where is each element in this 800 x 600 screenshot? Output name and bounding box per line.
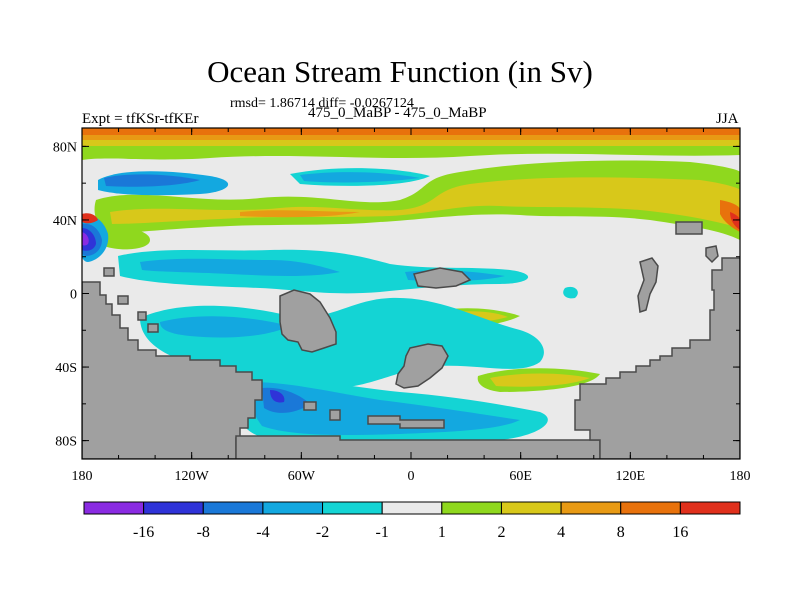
landmass — [117, 295, 129, 305]
landmass — [705, 245, 719, 264]
contour-fill — [104, 174, 200, 187]
contour-fill — [270, 390, 285, 403]
landmass — [637, 257, 659, 314]
map-area — [82, 128, 740, 459]
landmass — [574, 257, 740, 459]
y-tick-label: 80N — [53, 140, 77, 155]
colorbar-swatch — [262, 501, 324, 515]
experiment-label: Expt = tfKSr-tfKEr — [82, 111, 199, 127]
chart-subtitle: rmsd= 1.86714 diff= -0.0267124 — [230, 96, 414, 111]
colorbar-label: -4 — [256, 524, 269, 541]
x-tick-label: 180 — [72, 469, 93, 484]
landmass — [303, 401, 317, 411]
landmass — [395, 343, 449, 389]
landmass — [103, 267, 115, 277]
colorbar-label: 4 — [557, 524, 565, 541]
colorbar-label: 16 — [672, 524, 688, 541]
contour-fill — [82, 146, 740, 160]
contour-fill — [82, 140, 740, 147]
contour-fill — [563, 286, 578, 299]
landmass — [367, 415, 445, 429]
colorbar-label: -8 — [197, 524, 210, 541]
period-label: 475_0_MaBP - 475_0_MaBP — [308, 105, 487, 121]
season-label: JJA — [716, 111, 739, 127]
x-tick-label: 60E — [509, 469, 532, 484]
colorbar: -16 -8 -4 -2 -1 1 2 4 8 16 — [83, 501, 741, 541]
colorbar-swatch — [441, 501, 502, 515]
land — [82, 221, 740, 459]
colorbar-label: 1 — [438, 524, 446, 541]
colorbar-label: -1 — [376, 524, 389, 541]
landmass — [675, 221, 703, 235]
landmass — [413, 267, 472, 289]
colorbar-swatch — [381, 501, 443, 515]
landmass — [235, 435, 601, 459]
colorbar-swatch — [322, 501, 383, 515]
colorbar-label: -2 — [316, 524, 329, 541]
chart-title: Ocean Stream Function (in Sv) — [207, 54, 593, 89]
contour-fill — [82, 232, 89, 246]
landmass — [279, 289, 337, 353]
colorbar-label: -16 — [133, 524, 154, 541]
colorbar-swatch — [143, 501, 204, 515]
contour-fill — [248, 382, 520, 436]
colorbar-swatch — [560, 501, 622, 515]
x-tick-label: 60W — [288, 469, 316, 484]
colorbar-label: 8 — [617, 524, 625, 541]
landmass — [147, 323, 159, 333]
colorbar-swatch — [202, 501, 264, 515]
colorbar-swatch — [500, 501, 562, 515]
colorbar-swatch — [620, 501, 681, 515]
colorbar-swatch — [83, 501, 145, 515]
y-tick-label: 0 — [70, 288, 77, 303]
contour-fill — [300, 172, 420, 183]
colorbar-label: 2 — [497, 524, 505, 541]
axes: 180 120W 60W 0 60E 120E 180 80N 40N 0 40S 80S — [53, 128, 751, 484]
landmass — [82, 281, 263, 459]
contour-fill — [240, 210, 360, 218]
y-tick-label: 40N — [53, 214, 77, 229]
x-tick-label: 120W — [175, 469, 210, 484]
landmass — [137, 311, 147, 321]
contour-fill — [82, 135, 740, 141]
x-tick-label: 120E — [616, 469, 646, 484]
contour-fill — [102, 226, 150, 250]
colorbar-swatch — [679, 501, 741, 515]
contour-fill — [82, 213, 98, 224]
y-tick-label: 40S — [55, 361, 77, 376]
contour-fill — [730, 212, 740, 230]
x-tick-label: 0 — [408, 469, 415, 484]
y-tick-label: 80S — [55, 435, 77, 450]
contour-fill — [160, 316, 290, 338]
landmass — [329, 409, 341, 421]
x-tick-label: 180 — [730, 469, 751, 484]
contour-fill — [140, 258, 340, 276]
contour-fill — [490, 373, 590, 387]
